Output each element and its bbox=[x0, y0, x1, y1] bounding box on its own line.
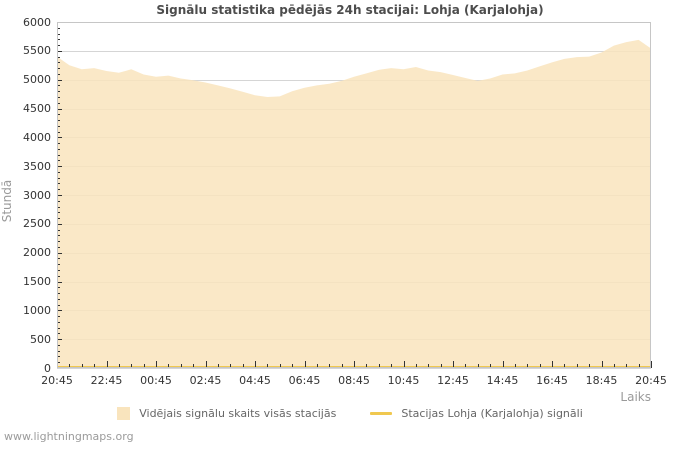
chart-plot-area bbox=[57, 22, 652, 369]
legend-item-average: Vidējais signālu skaits visās stacijās bbox=[117, 407, 336, 420]
y-tick-label: 1500 bbox=[23, 275, 51, 288]
x-tick-label: 20:45 bbox=[41, 374, 73, 387]
y-tick-label: 3000 bbox=[23, 188, 51, 202]
y-tick-label: 5000 bbox=[23, 73, 51, 87]
y-tick-label: 2000 bbox=[23, 246, 51, 260]
x-tick-label: 04:45 bbox=[239, 374, 271, 387]
x-tick-label: 16:45 bbox=[536, 374, 568, 387]
x-tick-label: 10:45 bbox=[387, 374, 420, 387]
legend-label-station: Stacijas Lohja (Karjalohja) signāli bbox=[401, 407, 583, 420]
legend: Vidējais signālu skaits visās stacijās S… bbox=[0, 407, 700, 420]
chart-title: Signālu statistika pēdējās 24h stacijai:… bbox=[156, 3, 544, 17]
x-tick-label: 20:45 bbox=[635, 374, 667, 387]
legend-item-station: Stacijas Lohja (Karjalohja) signāli bbox=[370, 407, 583, 420]
y-tick-label: 5500 bbox=[23, 44, 51, 58]
plot-border bbox=[57, 22, 651, 368]
x-tick-label: 02:45 bbox=[189, 374, 222, 387]
y-tick-label: 500 bbox=[30, 332, 51, 346]
x-axis-title: Laiks bbox=[620, 390, 651, 404]
x-tick-label: 06:45 bbox=[288, 374, 321, 387]
area-series-average bbox=[57, 39, 651, 368]
y-tick-label: 3500 bbox=[23, 159, 51, 173]
x-tick-label: 22:45 bbox=[90, 374, 123, 387]
x-tick-label: 00:45 bbox=[140, 374, 172, 387]
y-tick-label: 0 bbox=[44, 361, 51, 375]
x-tick-label: 18:45 bbox=[585, 374, 618, 387]
x-tick-label: 08:45 bbox=[338, 374, 370, 387]
x-tick-label: 12:45 bbox=[437, 374, 469, 387]
y-tick-label: 4000 bbox=[23, 130, 51, 144]
y-tick-label: 6000 bbox=[23, 15, 51, 29]
line-swatch-icon bbox=[370, 412, 393, 415]
y-tick-label: 2500 bbox=[23, 217, 51, 231]
y-tick-label: 4500 bbox=[23, 102, 51, 115]
y-tick-label: 1000 bbox=[23, 303, 51, 317]
area-swatch-icon bbox=[117, 407, 131, 420]
legend-label-average: Vidējais signālu skaits visās stacijās bbox=[139, 407, 337, 420]
y-axis-title: Stundā bbox=[0, 179, 14, 223]
x-tick-label: 14:45 bbox=[486, 374, 519, 387]
watermark: www.lightningmaps.org bbox=[4, 430, 134, 443]
